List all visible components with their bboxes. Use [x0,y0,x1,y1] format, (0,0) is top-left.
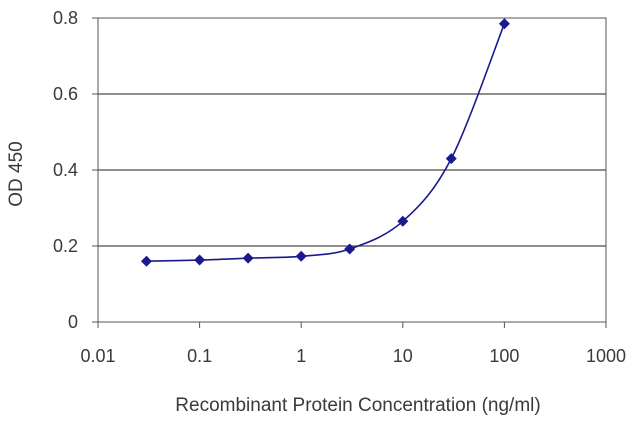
data-point [194,254,206,266]
x-tick-label: 0.01 [80,346,115,366]
x-tick-label: 10 [393,346,413,366]
data-point [140,255,152,267]
x-tick-label: 1000 [586,346,626,366]
data-point [498,18,510,30]
x-tick-label: 1 [296,346,306,366]
data-point [445,153,457,165]
x-axis-label: Recombinant Protein Concentration (ng/ml… [175,395,540,416]
data-point [295,250,307,262]
y-tick-label: 0.2 [53,236,78,256]
data-point [242,252,254,264]
y-tick-label: 0 [68,312,78,332]
series-curve [146,23,506,262]
y-ticks: 0 0.2 0.4 0.6 0.8 [53,8,98,332]
x-ticks: 0.01 0.1 1 10 100 1000 [80,322,626,366]
data-points [140,18,510,267]
x-tick-label: 0.1 [187,346,212,366]
y-tick-label: 0.8 [53,8,78,28]
data-point [344,243,356,255]
y-tick-label: 0.4 [53,160,78,180]
data-point [397,215,409,227]
gridlines [98,93,606,247]
y-axis-label: OD 450 [6,141,27,206]
x-tick-label: 100 [489,346,519,366]
y-tick-label: 0.6 [53,84,78,104]
